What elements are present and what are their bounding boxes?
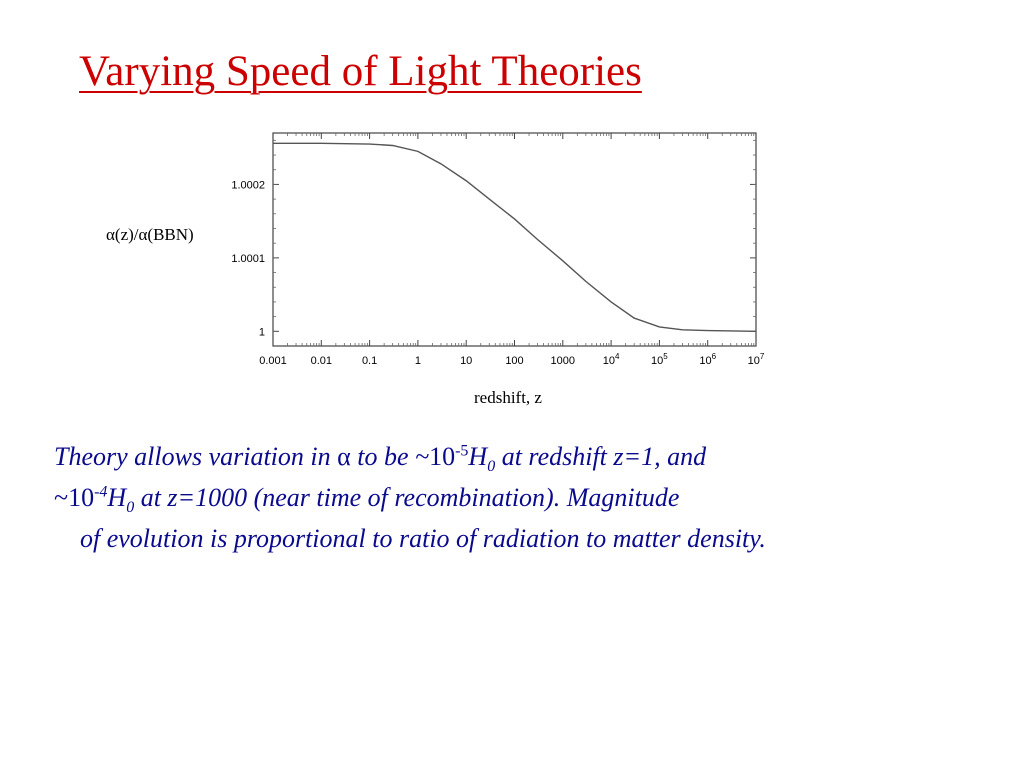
hubble-symbol: H: [107, 483, 127, 512]
alpha-symbol: α: [337, 442, 351, 471]
body-text-segment: Theory allows variation in: [54, 442, 338, 471]
y-tick-label: 1.0002: [231, 179, 265, 191]
x-axis-label: redshift, z: [474, 388, 542, 407]
x-tick-label: 1000: [551, 355, 575, 367]
power-base: 10: [68, 483, 95, 512]
power-base: 10: [429, 442, 456, 471]
hubble-symbol: H: [468, 442, 488, 471]
x-tick-label: 100: [505, 355, 523, 367]
x-tick-label: 0.01: [311, 355, 332, 367]
series-line: [273, 142, 757, 333]
y-axis-ticks: 1 1.0001 1.0002: [231, 139, 756, 338]
alpha-evolution-chart: 0.001 0.01 0.1 1 10 100 1000 104 105 106 107 1 1.00…: [106, 132, 765, 407]
x-tick-label: 0.1: [362, 355, 377, 367]
y-axis-label: α(z)/α(BBN): [106, 225, 194, 244]
x-tick-label: 1: [415, 355, 421, 367]
power-exponent: -4: [94, 483, 108, 501]
x-tick-label: 106: [699, 352, 716, 367]
body-line-2: ~10-4H0 at z=1000 (near time of recombin…: [54, 477, 1014, 518]
hubble-subscript: 0: [126, 499, 135, 517]
body-text-segment: ~: [54, 483, 69, 512]
plot-frame: [272, 132, 757, 347]
body-line-1: Theory allows variation in α to be ~10-5…: [54, 436, 1014, 477]
x-tick-label: 104: [603, 352, 620, 367]
y-tick-label: 1: [259, 326, 265, 338]
body-text-segment: to be ~: [350, 442, 430, 471]
power-exponent: -5: [455, 442, 469, 460]
body-line-3: of evolution is proportional to ratio of…: [80, 524, 766, 553]
hubble-subscript: 0: [487, 458, 496, 476]
x-tick-label: 0.001: [259, 355, 287, 367]
x-axis-ticks: 0.001 0.01 0.1 1 10 100 1000 104 105 106 107: [259, 133, 765, 367]
slide-title: Varying Speed of Light Theories: [79, 48, 642, 95]
body-text-segment: at redshift z=1, and: [495, 442, 707, 471]
x-tick-label: 107: [748, 352, 765, 367]
body-text-segment: at z=1000 (near time of recombination). …: [134, 483, 680, 512]
y-tick-label: 1.0001: [231, 253, 265, 265]
body-text: Theory allows variation in α to be ~10-5…: [54, 436, 1014, 559]
x-tick-label: 105: [651, 352, 668, 367]
x-tick-label: 10: [460, 355, 472, 367]
